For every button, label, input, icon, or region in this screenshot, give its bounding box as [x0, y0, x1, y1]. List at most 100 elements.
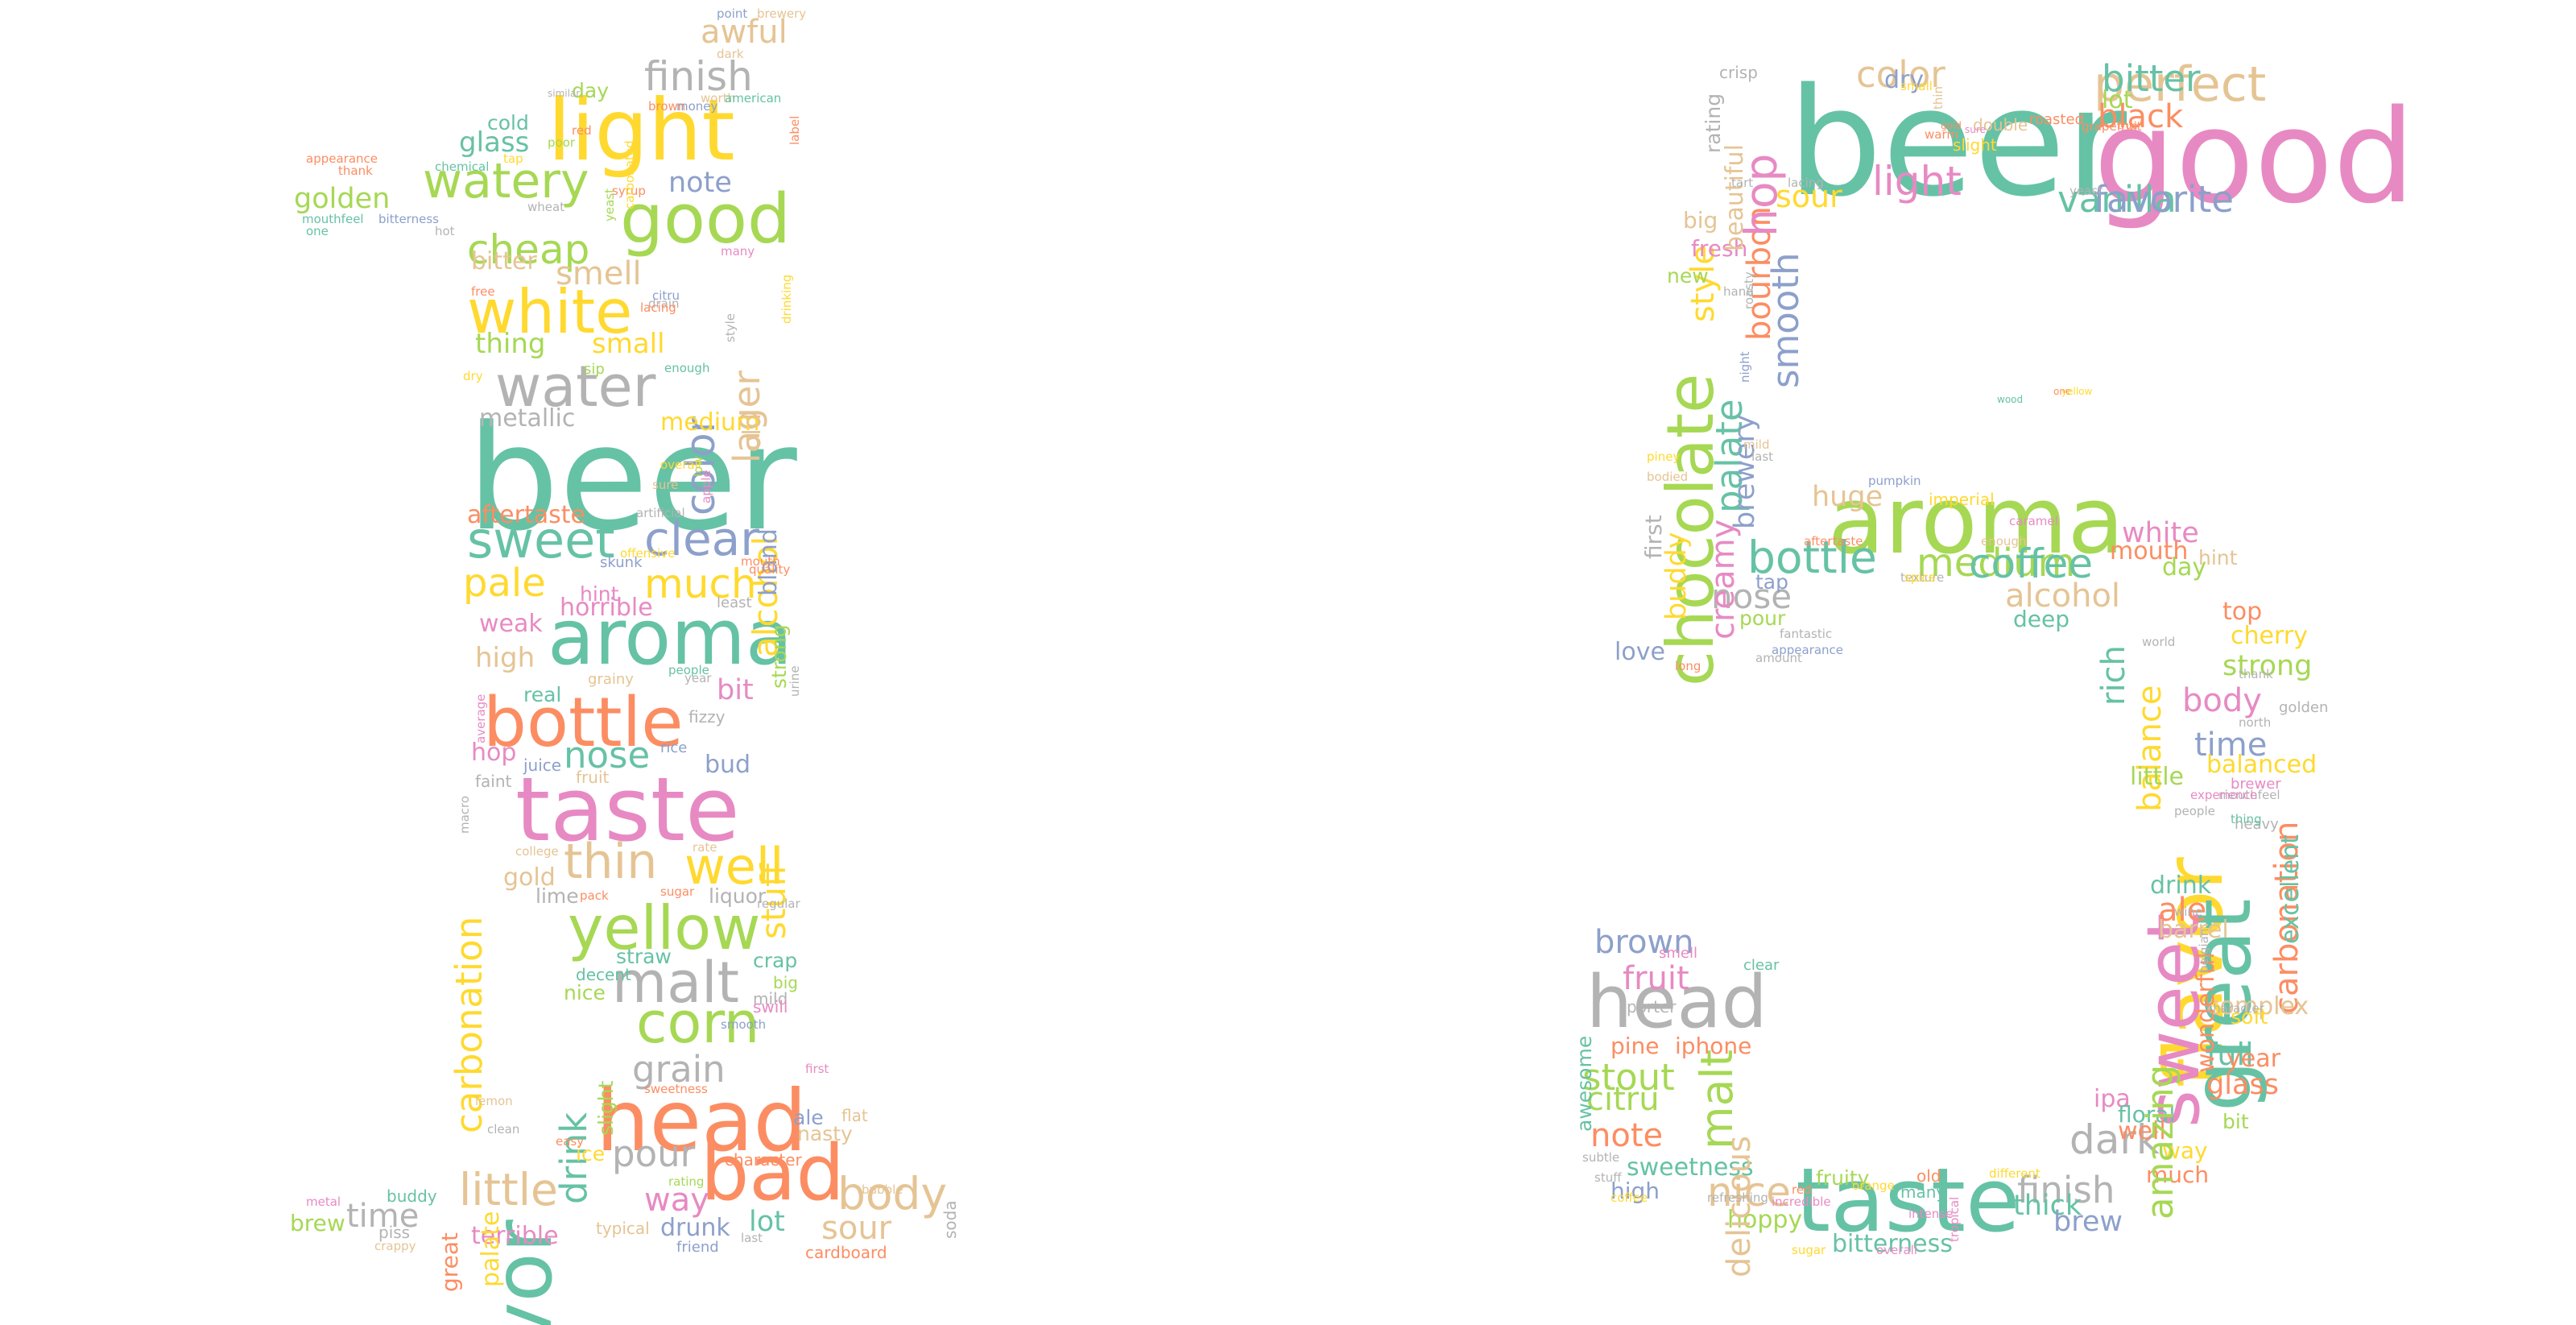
cloud-word: yellow [2061, 386, 2093, 397]
cloud-word: coffee [1611, 1190, 1648, 1205]
cloud-word: tart [1731, 176, 1754, 190]
cloud-word: brewer [2231, 776, 2281, 793]
cloud-word: decent [576, 965, 631, 984]
cloud-word: fruity [1816, 1166, 1870, 1190]
cloud-word: grainy [588, 671, 634, 688]
cloud-word: nice [564, 981, 606, 1004]
cloud-word: strong [2222, 650, 2313, 682]
cloud-word: money [676, 99, 718, 114]
cloud-word: red [1792, 1182, 1812, 1197]
cloud-word: lemon [475, 1094, 513, 1108]
cloud-word: strong [767, 624, 791, 689]
cloud-word: cold [487, 111, 529, 135]
cloud-word: color [1856, 53, 1945, 96]
cloud-word: offensive [620, 546, 676, 561]
cloud-word: new [1667, 264, 1709, 288]
cloud-word: smooth [721, 1017, 767, 1032]
cloud-word: lot [749, 1206, 785, 1238]
cloud-word: amazing [2139, 1064, 2181, 1219]
cloud-word: balance [2132, 685, 2169, 812]
cloud-word: golden [294, 183, 391, 215]
cloud-word: mouth [2110, 537, 2189, 565]
cloud-word: malt [612, 950, 739, 1016]
cloud-word: time [2194, 727, 2268, 764]
cloud-word: medium [660, 408, 760, 437]
cloud-word: lot [2102, 86, 2133, 114]
cloud-word: bubble [862, 1182, 903, 1197]
cloud-word: aroma [1828, 467, 2125, 575]
cloud-word: urine [788, 665, 802, 697]
cloud-word: good [620, 180, 791, 259]
cloud-word: bitterness [1832, 1230, 1953, 1258]
cloud-word: clear [644, 511, 760, 566]
cloud-word: liquor [709, 884, 767, 908]
cloud-word: least [717, 594, 752, 611]
cloud-word: aftertaste [467, 501, 585, 529]
cloud-word: overall [1876, 1243, 1917, 1257]
cloud-word: mouthfeel [302, 212, 364, 226]
cloud-word: old [738, 413, 767, 450]
cloud-word: brown [648, 99, 686, 114]
cloud-word: corn [636, 990, 760, 1056]
cloud-word: brewery [1729, 414, 1761, 529]
word-cloud-number-one: beertasteheadaromalightbadflavorbottlego… [290, 6, 960, 1325]
cloud-word: appearance [306, 151, 378, 166]
cloud-word: pour [612, 1132, 696, 1175]
cloud-word: white [467, 276, 633, 347]
cloud-word: thin [1931, 85, 1945, 110]
cloud-word: clear [1743, 957, 1780, 974]
cloud-word: citru [652, 288, 680, 303]
cloud-word: lime [535, 884, 579, 908]
cloud-word: sip [584, 361, 605, 378]
cloud-word: drain [648, 296, 680, 311]
cloud-word: buddy [1660, 532, 1693, 620]
cloud-word: fresh [1691, 235, 1748, 262]
cloud-word: gold [1941, 120, 1962, 131]
cloud-word: apple [699, 470, 713, 503]
cloud-word: small [1900, 79, 1933, 93]
cloud-word: cardboard [805, 1243, 887, 1262]
cloud-word: clean [487, 1122, 520, 1137]
cloud-word: double [1973, 115, 2028, 135]
cloud-word: time [346, 1198, 420, 1235]
cloud-word: aroma [548, 594, 793, 682]
cloud-word: cherry [2231, 622, 2308, 650]
cloud-word: metal [306, 1195, 341, 1209]
cloud-word: grapefruit [2082, 119, 2142, 134]
cloud-word: soda [941, 1200, 960, 1239]
cloud-word: dry [1884, 66, 1925, 94]
cloud-word: golden [2279, 699, 2329, 716]
cloud-word: much [2146, 1161, 2210, 1188]
cloud-word: yellow [568, 892, 761, 963]
cloud-word: citru [1586, 1081, 1660, 1118]
cloud-word: brewery [757, 6, 807, 21]
cloud-word: ale [2158, 892, 2207, 929]
cloud-word: faint [475, 772, 512, 791]
cloud-word: nasty [797, 1122, 853, 1145]
cloud-word: red [572, 123, 592, 138]
cloud-word: wood [1997, 394, 2024, 405]
cloud-word: sour [1776, 179, 1842, 214]
cloud-word: thin [564, 834, 658, 890]
cloud-word: incredible [1772, 1195, 1831, 1209]
cloud-word: flat [841, 1106, 868, 1125]
cloud-word: thing [2231, 812, 2262, 826]
cloud-word: finish [644, 53, 753, 100]
cloud-word: tap [1755, 570, 1788, 594]
cloud-word: soft [2231, 1005, 2268, 1029]
cloud-word: year [684, 671, 712, 685]
cloud-word: refreshing [1707, 1190, 1768, 1205]
cloud-word: great [436, 1232, 463, 1292]
cloud-word: tap [503, 151, 523, 166]
cloud-word: sweetness [1627, 1153, 1754, 1182]
cloud-word: straw [616, 945, 672, 968]
cloud-word: bottle [483, 683, 684, 763]
cloud-word: carbonated [622, 140, 637, 209]
cloud-word: rating [1701, 93, 1725, 153]
cloud-word: year [2227, 1045, 2280, 1073]
cloud-word: bit [2222, 1110, 2249, 1133]
cloud-word: old [1916, 1166, 1941, 1186]
cloud-word: metallic [479, 404, 576, 433]
cloud-word: slight [594, 1080, 618, 1136]
cloud-word: sweetness [644, 1082, 708, 1096]
